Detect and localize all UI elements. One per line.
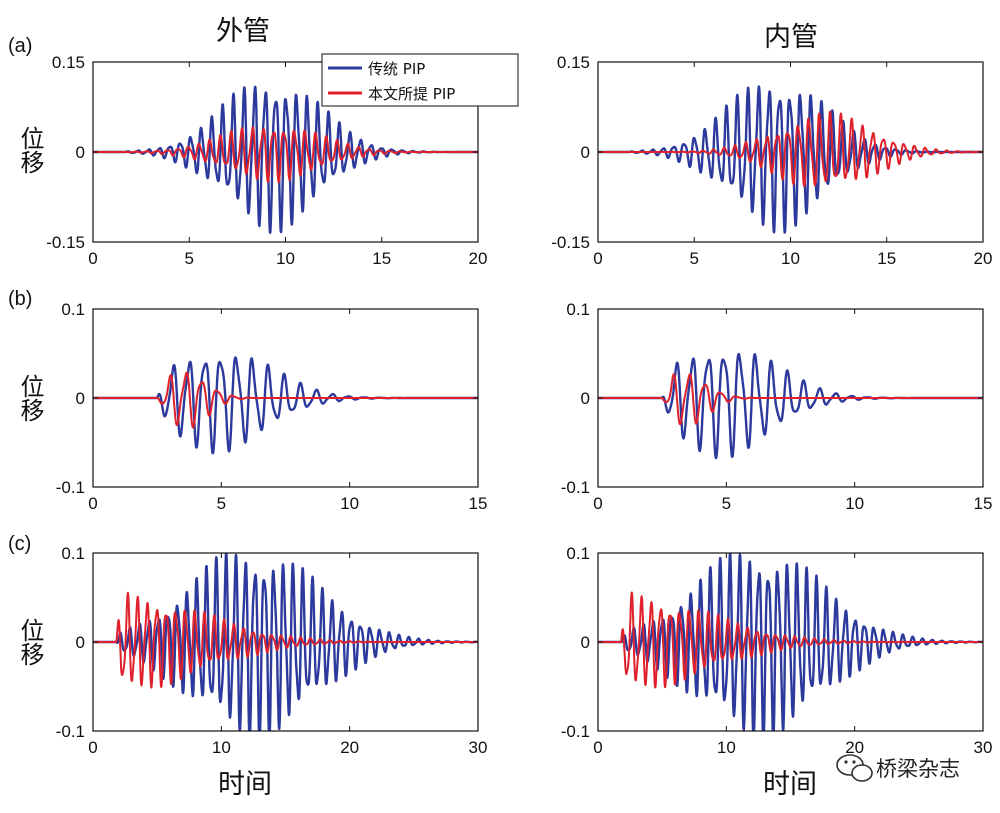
- y-tick-label: 0: [76, 143, 85, 162]
- y-tick-label: 0.15: [52, 53, 85, 72]
- x-tick-label: 0: [593, 738, 602, 757]
- xlabel-inner: 时间: [763, 769, 817, 800]
- wechat-icon: [836, 754, 873, 782]
- column-title-outer: 外管: [216, 16, 270, 47]
- series-line-proposed: [93, 126, 478, 184]
- y-tick-label: 0.1: [61, 300, 85, 319]
- x-tick-label: 15: [974, 494, 993, 513]
- column-title-inner: 内管: [764, 22, 818, 53]
- legend-label-traditional: 传统 PIP: [368, 60, 425, 78]
- ylabel-row-c: 位移: [16, 618, 44, 666]
- x-tick-label: 10: [781, 249, 800, 268]
- series-line-proposed: [598, 110, 983, 188]
- x-tick-label: 15: [877, 249, 896, 268]
- y-tick-label: 0: [581, 389, 590, 408]
- subplot-b-outer: 0 5 10 15-0.100.1: [56, 300, 488, 513]
- x-tick-label: 15: [372, 249, 391, 268]
- x-tick-label: 20: [469, 249, 488, 268]
- x-tick-label: 10: [717, 738, 736, 757]
- x-tick-label: 15: [469, 494, 488, 513]
- x-tick-label: 5: [217, 494, 226, 513]
- ylabel-row-b: 位移: [16, 374, 44, 422]
- y-tick-label: 0: [76, 389, 85, 408]
- y-tick-label: -0.1: [561, 722, 590, 741]
- row-label-c: (c): [8, 533, 31, 555]
- legend: 传统 PIP 本文所提 PIP: [321, 53, 519, 107]
- x-tick-label: 20: [974, 249, 993, 268]
- watermark: 桥梁杂志: [836, 754, 960, 782]
- ylabel-row-a: 位移: [16, 126, 44, 174]
- y-tick-label: -0.15: [46, 233, 85, 252]
- x-tick-label: 30: [974, 738, 993, 757]
- y-tick-label: 0: [581, 143, 590, 162]
- row-label-b: (b): [8, 288, 32, 310]
- x-tick-label: 20: [845, 738, 864, 757]
- series-line-proposed: [93, 591, 478, 689]
- x-tick-label: 0: [88, 249, 97, 268]
- x-tick-label: 10: [845, 494, 864, 513]
- y-tick-label: 0.1: [61, 544, 85, 563]
- y-tick-label: 0: [581, 633, 590, 652]
- watermark-text: 桥梁杂志: [876, 757, 960, 781]
- subplot-c-outer: 0 10 20 30-0.100.1: [56, 544, 488, 757]
- x-tick-label: 5: [722, 494, 731, 513]
- series-line-traditional: [93, 553, 478, 731]
- row-label-a: (a): [8, 35, 32, 57]
- legend-box: [321, 53, 519, 107]
- y-tick-label: 0.1: [566, 300, 590, 319]
- y-tick-label: -0.15: [551, 233, 590, 252]
- y-tick-label: 0.15: [557, 53, 590, 72]
- series-line-proposed: [598, 373, 983, 426]
- x-tick-label: 20: [340, 738, 359, 757]
- x-tick-label: 0: [88, 494, 97, 513]
- y-tick-label: -0.1: [561, 478, 590, 497]
- x-tick-label: 5: [690, 249, 699, 268]
- xlabel-outer: 时间: [218, 769, 272, 800]
- y-tick-label: -0.1: [56, 478, 85, 497]
- x-tick-label: 0: [88, 738, 97, 757]
- x-tick-label: 10: [340, 494, 359, 513]
- series-line-proposed: [93, 371, 478, 429]
- y-tick-label: 0.1: [566, 544, 590, 563]
- x-tick-label: 5: [185, 249, 194, 268]
- subplot-c-inner: 0 10 20 30-0.100.1: [561, 544, 993, 757]
- y-tick-label: -0.1: [56, 722, 85, 741]
- x-tick-label: 10: [212, 738, 231, 757]
- series-line-traditional: [598, 85, 983, 234]
- legend-label-proposed: 本文所提 PIP: [368, 85, 455, 103]
- x-tick-label: 10: [276, 249, 295, 268]
- x-tick-label: 30: [469, 738, 488, 757]
- x-tick-label: 0: [593, 249, 602, 268]
- x-tick-label: 0: [593, 494, 602, 513]
- series-line-proposed: [598, 591, 983, 689]
- subplot-b-inner: 0 5 10 15-0.100.1: [561, 300, 993, 513]
- y-tick-label: 0: [76, 633, 85, 652]
